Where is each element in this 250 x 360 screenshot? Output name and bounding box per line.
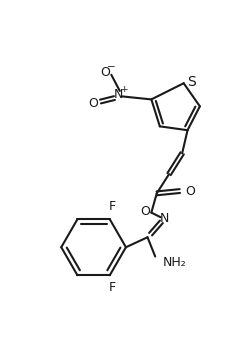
Text: O: O	[100, 66, 110, 79]
Text: N: N	[159, 212, 168, 225]
Text: O: O	[88, 97, 98, 110]
Text: F: F	[108, 282, 115, 294]
Text: N: N	[113, 88, 122, 101]
Text: NH₂: NH₂	[162, 256, 186, 269]
Text: +: +	[120, 85, 127, 94]
Text: O: O	[140, 204, 149, 217]
Text: F: F	[108, 200, 115, 213]
Text: S: S	[186, 75, 195, 89]
Text: O: O	[184, 185, 194, 198]
Text: −: −	[106, 62, 115, 72]
